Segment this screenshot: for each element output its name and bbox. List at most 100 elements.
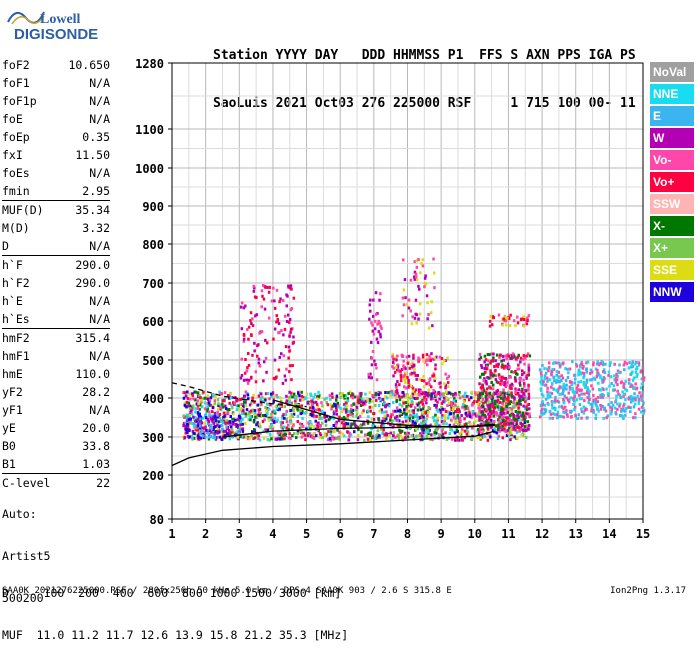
echo-point — [309, 424, 312, 428]
echo-point — [262, 379, 265, 383]
echo-point — [290, 327, 293, 331]
echo-point — [623, 402, 626, 406]
echo-point — [243, 394, 246, 398]
echo-point — [270, 392, 273, 396]
echo-point — [487, 421, 490, 425]
echo-point — [257, 437, 260, 440]
echo-point — [550, 385, 553, 389]
echo-point — [542, 394, 545, 398]
echo-point — [546, 376, 549, 380]
echo-point — [512, 319, 516, 323]
echo-point — [343, 434, 346, 438]
echo-point — [556, 378, 559, 382]
echo-point — [431, 438, 434, 442]
echo-point — [510, 431, 513, 435]
echo-point — [496, 394, 500, 398]
echo-point — [568, 385, 572, 389]
echo-point — [282, 433, 285, 437]
echo-point — [258, 403, 261, 407]
echo-point — [494, 359, 497, 363]
echo-point — [309, 393, 313, 397]
echo-point — [601, 392, 604, 396]
echo-point — [498, 394, 501, 398]
echo-point — [518, 381, 521, 385]
echo-point — [213, 399, 217, 403]
echo-point — [506, 362, 510, 366]
echo-point — [552, 368, 556, 371]
muf-distance-row: D 100 200 400 600 800 1000 1500 3000 [km… — [2, 586, 342, 600]
echo-point — [209, 435, 212, 438]
echo-point — [541, 363, 544, 367]
echo-point — [193, 422, 196, 426]
echo-point — [355, 412, 359, 416]
echo-point — [258, 407, 262, 411]
echo-point — [468, 411, 471, 415]
param-label: foF1p — [2, 94, 37, 108]
echo-point — [585, 370, 589, 374]
echo-point — [599, 404, 603, 408]
echo-point — [256, 433, 259, 437]
echo-point — [493, 420, 496, 423]
echo-point — [448, 423, 452, 427]
echo-point — [594, 402, 598, 406]
echo-point — [335, 406, 338, 410]
echo-point — [524, 388, 527, 392]
echo-point — [197, 421, 200, 425]
echo-point — [633, 396, 637, 400]
echo-point — [296, 430, 300, 434]
echo-point — [592, 410, 595, 414]
echo-point — [517, 418, 520, 422]
echo-point — [309, 412, 313, 416]
echo-point — [411, 414, 414, 418]
echo-point — [484, 370, 487, 374]
echo-point — [463, 429, 467, 433]
echo-point — [425, 353, 429, 357]
echo-point — [396, 365, 400, 369]
echo-point — [239, 398, 242, 401]
echo-point — [637, 401, 641, 405]
echo-point — [198, 412, 201, 416]
echo-point — [242, 378, 246, 382]
echo-point — [516, 321, 520, 325]
param-row: B0 33.8 — [2, 437, 110, 455]
echo-point — [547, 402, 550, 406]
echo-point — [287, 345, 291, 349]
echo-point — [500, 392, 503, 396]
echo-point — [518, 394, 521, 398]
echo-point — [502, 376, 506, 380]
echo-point — [580, 397, 583, 401]
param-label: yF2 — [2, 385, 23, 399]
echo-point — [262, 297, 266, 301]
echo-point — [560, 386, 564, 390]
echo-point — [325, 396, 328, 400]
echo-point — [379, 391, 382, 395]
echo-point — [312, 436, 316, 440]
echo-point — [256, 403, 259, 407]
echo-point — [272, 337, 275, 341]
echo-point — [466, 426, 469, 430]
echo-point — [231, 396, 234, 399]
echo-point — [303, 411, 307, 415]
echo-point — [444, 410, 448, 413]
param-row: foF1p N/A — [2, 92, 110, 110]
echo-point — [308, 406, 312, 410]
echo-point — [324, 419, 328, 423]
echo-point — [288, 364, 292, 368]
echo-point — [438, 355, 442, 359]
echo-point — [385, 437, 388, 441]
echo-point — [527, 388, 530, 392]
echo-point — [423, 398, 426, 402]
param-value: 290.0 — [75, 276, 110, 290]
echo-point — [418, 287, 421, 291]
echo-point — [266, 438, 270, 442]
echo-point — [332, 416, 335, 420]
echo-point — [410, 384, 413, 388]
echo-point — [487, 359, 490, 363]
echo-point — [521, 431, 525, 435]
echo-point — [376, 433, 379, 437]
echo-point — [411, 361, 414, 365]
echo-point — [289, 284, 293, 288]
echo-point — [207, 403, 211, 407]
echo-point — [597, 371, 600, 375]
param-row: hmF2 315.4 — [2, 329, 110, 347]
